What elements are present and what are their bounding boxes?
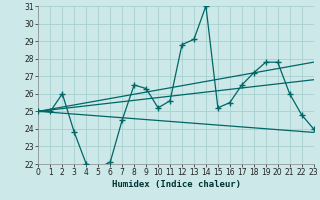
X-axis label: Humidex (Indice chaleur): Humidex (Indice chaleur) [111,180,241,189]
